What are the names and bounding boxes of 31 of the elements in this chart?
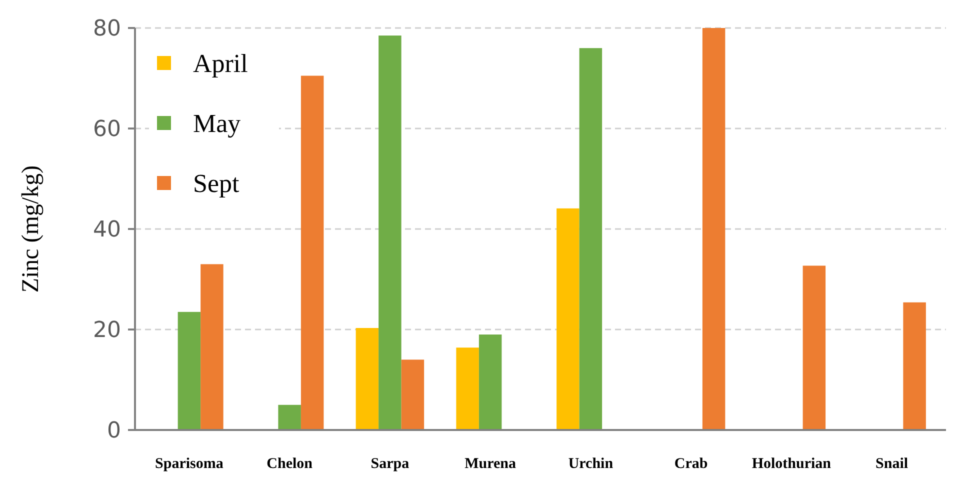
bar	[702, 28, 726, 430]
y-tick-label: 0	[107, 418, 121, 444]
x-tick-label: Urchin	[568, 456, 614, 472]
bar	[300, 76, 324, 430]
bar	[378, 36, 402, 430]
legend-label: April	[193, 49, 248, 78]
x-tick-label: Snail	[876, 456, 908, 472]
bar	[556, 208, 580, 430]
legend-label: May	[193, 109, 241, 138]
y-tick-label: 60	[93, 117, 121, 142]
y-axis-title: Zinc (mg/kg)	[18, 165, 44, 293]
x-tick-label: Chelon	[266, 456, 314, 472]
bar	[401, 360, 424, 430]
y-tick-label: 40	[93, 218, 121, 243]
y-tick-label: 20	[93, 318, 121, 344]
legend-label: Sept	[193, 169, 240, 198]
bar	[356, 328, 379, 430]
x-tick-label: Murena	[464, 456, 517, 472]
x-tick-label: Holothurian	[752, 456, 832, 472]
x-tick-label: Sparisoma	[155, 456, 224, 472]
x-tick-label: Sarpa	[370, 456, 410, 472]
x-tick-label: Crab	[674, 456, 708, 472]
bar	[200, 264, 224, 430]
bar	[278, 404, 301, 430]
bar	[579, 48, 602, 430]
bar	[178, 312, 201, 430]
y-tick-label: 80	[93, 16, 121, 42]
bar	[903, 302, 926, 430]
bar	[456, 348, 479, 430]
bar	[478, 334, 502, 430]
bar	[802, 266, 826, 430]
